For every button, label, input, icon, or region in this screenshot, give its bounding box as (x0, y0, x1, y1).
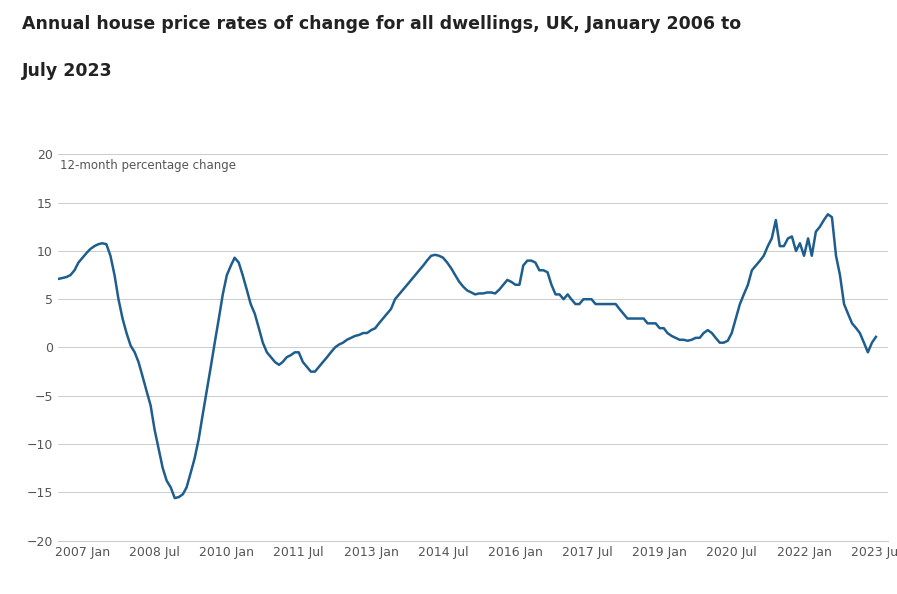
Text: 12-month percentage change: 12-month percentage change (60, 159, 236, 172)
Text: Annual house price rates of change for all dwellings, UK, January 2006 to: Annual house price rates of change for a… (22, 15, 742, 33)
Text: July 2023: July 2023 (22, 62, 113, 80)
